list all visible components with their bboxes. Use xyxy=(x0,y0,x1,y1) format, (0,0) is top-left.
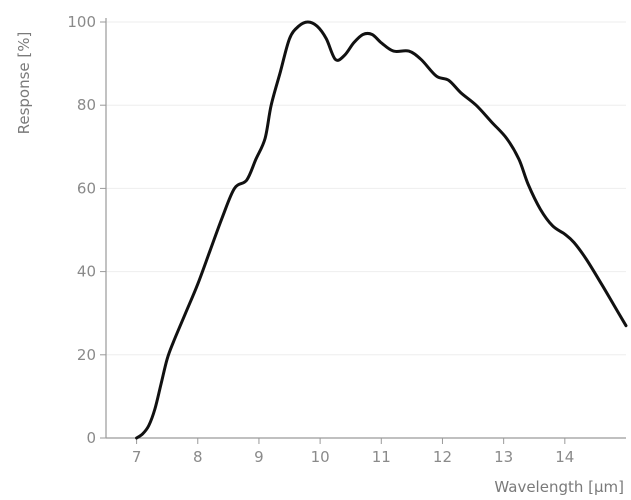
axis-layer xyxy=(105,18,626,439)
y-tick-label-80: 80 xyxy=(77,96,96,114)
x-axis-title: Wavelength [µm] xyxy=(494,478,624,496)
x-tick-label-8: 8 xyxy=(193,448,203,466)
y-tick-label-100: 100 xyxy=(67,13,96,31)
response-curve xyxy=(135,20,628,440)
x-tick-label-14: 14 xyxy=(555,448,574,466)
series-layer xyxy=(135,20,628,440)
x-tick-label-12: 12 xyxy=(433,448,452,466)
tick-layer: 0 20 40 60 80 100 7 8 9 10 11 12 13 14 xyxy=(67,13,574,466)
x-tick-label-13: 13 xyxy=(494,448,513,466)
x-tick-label-11: 11 xyxy=(372,448,391,466)
y-tick-label-60: 60 xyxy=(77,179,96,197)
x-tick-label-10: 10 xyxy=(311,448,330,466)
x-tick-label-7: 7 xyxy=(132,448,142,466)
x-tick-label-9: 9 xyxy=(254,448,264,466)
y-tick-label-0: 0 xyxy=(86,429,96,447)
grid-layer xyxy=(106,21,626,356)
y-tick-label-40: 40 xyxy=(77,263,96,281)
y-axis-title: Response [%] xyxy=(15,32,33,135)
y-tick-label-20: 20 xyxy=(77,346,96,364)
